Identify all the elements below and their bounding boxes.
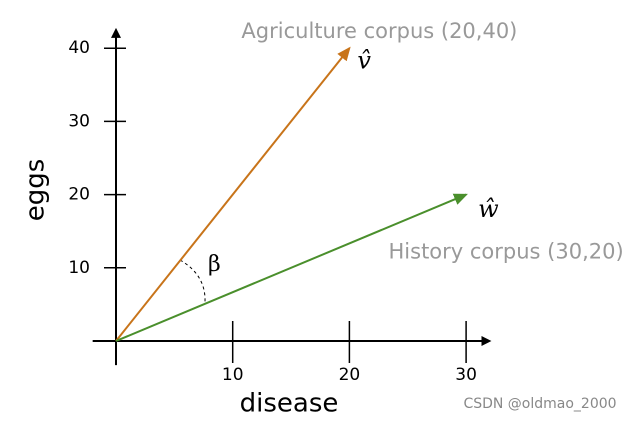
vector-symbol: v̂ bbox=[357, 47, 371, 75]
vector-annotation: History corpus (30,20) bbox=[389, 240, 624, 264]
vector bbox=[115, 193, 468, 342]
vector-symbol: ŵ bbox=[478, 195, 499, 223]
x-tick-label: 20 bbox=[339, 365, 361, 385]
angle-arc bbox=[179, 259, 206, 303]
y-tick-label: 40 bbox=[68, 38, 90, 58]
x-tick-label: 30 bbox=[455, 365, 477, 385]
watermark: CSDN @oldmao_2000 bbox=[463, 396, 616, 412]
vector bbox=[115, 46, 351, 342]
y-tick-label: 30 bbox=[68, 111, 90, 131]
x-tick-label: 10 bbox=[222, 365, 244, 385]
x-axis-label: disease bbox=[240, 389, 339, 419]
y-tick-label: 10 bbox=[68, 258, 90, 278]
angle-label: β bbox=[208, 252, 221, 277]
y-axis-label: eggs bbox=[21, 159, 51, 222]
vector-annotation: Agriculture corpus (20,40) bbox=[241, 19, 517, 43]
y-tick-label: 20 bbox=[68, 185, 90, 205]
